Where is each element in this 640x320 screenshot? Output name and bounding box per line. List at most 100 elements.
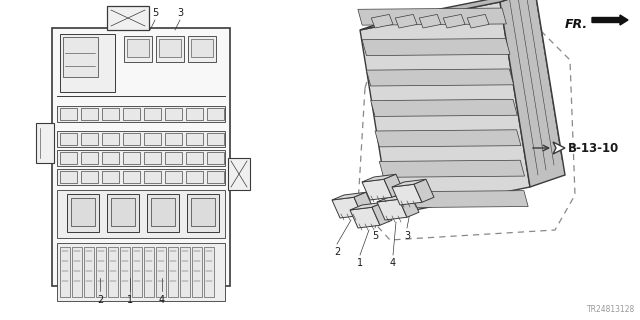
- Text: 2: 2: [334, 247, 340, 257]
- Bar: [60, 247, 70, 297]
- Polygon shape: [354, 192, 374, 215]
- Polygon shape: [392, 179, 426, 187]
- Bar: [81, 133, 98, 145]
- Bar: [124, 36, 152, 62]
- Bar: [187, 194, 219, 232]
- Bar: [180, 247, 190, 297]
- Bar: [228, 158, 250, 190]
- Polygon shape: [360, 2, 530, 215]
- Polygon shape: [414, 179, 434, 202]
- Bar: [144, 171, 161, 183]
- Text: 3: 3: [404, 231, 410, 241]
- Polygon shape: [399, 194, 419, 217]
- FancyArrow shape: [592, 15, 628, 25]
- Bar: [156, 247, 166, 297]
- Polygon shape: [444, 14, 465, 28]
- Text: 5: 5: [152, 8, 158, 18]
- Bar: [188, 36, 216, 62]
- Bar: [57, 243, 225, 301]
- Bar: [186, 171, 203, 183]
- Polygon shape: [372, 202, 392, 225]
- Bar: [108, 247, 118, 297]
- Bar: [102, 108, 119, 120]
- Bar: [57, 169, 225, 185]
- Polygon shape: [553, 142, 565, 154]
- Bar: [127, 39, 149, 57]
- Polygon shape: [396, 14, 417, 28]
- Bar: [191, 198, 215, 226]
- Bar: [165, 108, 182, 120]
- Polygon shape: [419, 14, 441, 28]
- Bar: [102, 171, 119, 183]
- Text: 2: 2: [97, 295, 103, 305]
- Polygon shape: [467, 14, 489, 28]
- Bar: [207, 152, 224, 164]
- Bar: [57, 190, 225, 238]
- Polygon shape: [360, 0, 535, 30]
- Bar: [147, 194, 179, 232]
- Polygon shape: [500, 0, 565, 187]
- Polygon shape: [375, 130, 521, 147]
- Bar: [57, 131, 225, 147]
- Polygon shape: [350, 207, 380, 228]
- Bar: [186, 133, 203, 145]
- Text: FR.: FR.: [565, 18, 588, 31]
- Bar: [60, 108, 77, 120]
- Bar: [123, 152, 140, 164]
- Text: B-13-10: B-13-10: [568, 141, 620, 155]
- Bar: [60, 133, 77, 145]
- Bar: [60, 171, 77, 183]
- Polygon shape: [362, 179, 392, 200]
- Bar: [144, 152, 161, 164]
- Bar: [144, 108, 161, 120]
- Text: 4: 4: [159, 295, 165, 305]
- Bar: [81, 171, 98, 183]
- Bar: [159, 39, 181, 57]
- Polygon shape: [384, 174, 404, 197]
- Bar: [165, 171, 182, 183]
- Bar: [144, 247, 154, 297]
- Bar: [192, 247, 202, 297]
- Bar: [36, 123, 54, 163]
- Polygon shape: [367, 69, 514, 86]
- Polygon shape: [377, 199, 407, 220]
- Polygon shape: [358, 8, 506, 25]
- Bar: [60, 152, 77, 164]
- Bar: [57, 150, 225, 166]
- Polygon shape: [380, 160, 525, 177]
- Polygon shape: [392, 184, 422, 205]
- Bar: [132, 247, 142, 297]
- Bar: [151, 198, 175, 226]
- Bar: [60, 34, 115, 92]
- Bar: [165, 152, 182, 164]
- Bar: [191, 39, 213, 57]
- Bar: [102, 133, 119, 145]
- Bar: [81, 108, 98, 120]
- Text: 3: 3: [177, 8, 183, 18]
- Bar: [81, 152, 98, 164]
- Bar: [207, 133, 224, 145]
- Bar: [207, 108, 224, 120]
- Text: 1: 1: [357, 258, 363, 268]
- Bar: [123, 108, 140, 120]
- Polygon shape: [362, 38, 510, 56]
- Bar: [186, 108, 203, 120]
- Bar: [186, 152, 203, 164]
- Bar: [120, 247, 130, 297]
- Bar: [107, 6, 149, 30]
- Polygon shape: [371, 14, 393, 28]
- Bar: [156, 36, 184, 62]
- Bar: [102, 152, 119, 164]
- Bar: [111, 198, 135, 226]
- Bar: [72, 247, 82, 297]
- Text: 1: 1: [127, 295, 133, 305]
- Bar: [57, 106, 225, 122]
- Polygon shape: [383, 191, 528, 208]
- Bar: [144, 133, 161, 145]
- Bar: [165, 133, 182, 145]
- Polygon shape: [332, 192, 366, 200]
- Bar: [168, 247, 178, 297]
- Bar: [123, 171, 140, 183]
- Polygon shape: [362, 174, 396, 182]
- Text: TR24813128: TR24813128: [587, 305, 635, 314]
